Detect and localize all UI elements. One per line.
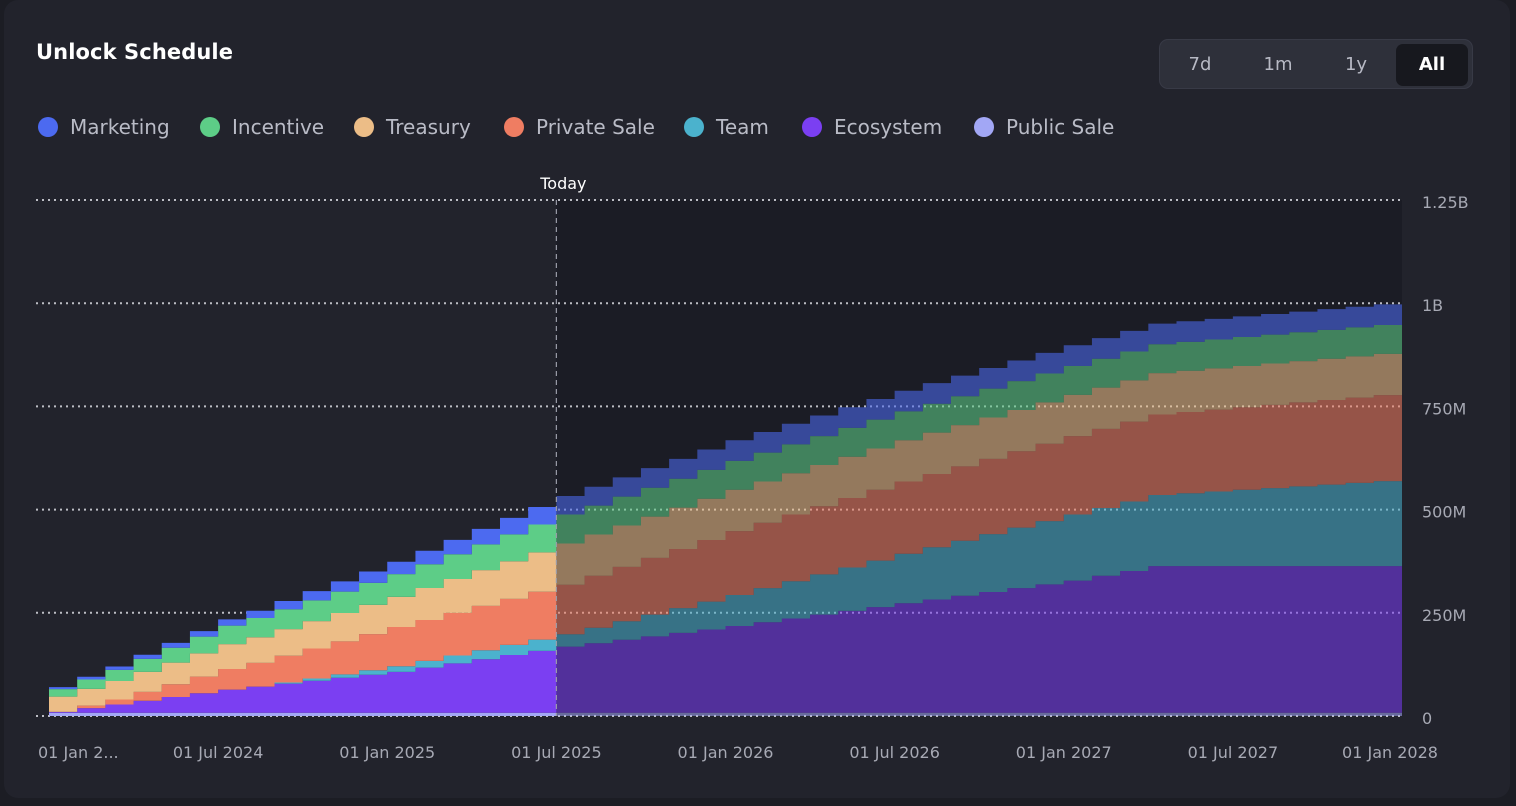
range-1y-button[interactable]: 1y bbox=[1344, 54, 1368, 75]
x-tick-label: 01 Jul 2024 bbox=[173, 743, 264, 762]
legend-label: Private Sale bbox=[536, 115, 655, 139]
x-tick-label: 01 Jan 2027 bbox=[1016, 743, 1112, 762]
series-area-treasury-past bbox=[49, 552, 557, 712]
x-tick-label: 01 Jan 2025 bbox=[339, 743, 435, 762]
legend-dot-icon bbox=[38, 117, 58, 137]
legend-label: Team bbox=[716, 115, 769, 139]
x-tick-label: 01 Jan 2028 bbox=[1342, 743, 1438, 762]
legend-item-private-sale[interactable]: Private Sale bbox=[504, 112, 655, 142]
y-tick-label: 500M bbox=[1422, 503, 1466, 522]
series-area-public-sale-future bbox=[556, 712, 1402, 716]
legend-item-public-sale[interactable]: Public Sale bbox=[974, 112, 1114, 142]
legend-dot-icon bbox=[684, 117, 704, 137]
legend-label: Marketing bbox=[70, 115, 170, 139]
x-tick-label: 01 Jan 2026 bbox=[678, 743, 774, 762]
x-tick-label: 01 Jul 2025 bbox=[511, 743, 602, 762]
chart-title: Unlock Schedule bbox=[36, 40, 234, 64]
legend-item-incentive[interactable]: Incentive bbox=[200, 112, 324, 142]
series-area-ecosystem-future bbox=[556, 566, 1402, 713]
y-tick-label: 1.25B bbox=[1422, 193, 1469, 212]
series-area-private-sale-future bbox=[556, 395, 1402, 635]
legend-dot-icon bbox=[802, 117, 822, 137]
legend-label: Ecosystem bbox=[834, 115, 943, 139]
legend-dot-icon bbox=[504, 117, 524, 137]
range-all-button[interactable]: All bbox=[1396, 44, 1468, 86]
range-selector: 7d 1m 1y All bbox=[1159, 39, 1473, 89]
x-tick-label: 01 Jan 2... bbox=[38, 743, 119, 762]
series-area-team-past bbox=[49, 639, 557, 712]
y-tick-label: 750M bbox=[1422, 399, 1466, 418]
series-area-incentive-past bbox=[49, 524, 557, 697]
range-7d-button[interactable]: 7d bbox=[1188, 54, 1212, 75]
today-label: Today bbox=[539, 174, 586, 193]
legend-label: Public Sale bbox=[1006, 115, 1115, 139]
y-tick-label: 1B bbox=[1422, 296, 1443, 315]
legend-dot-icon bbox=[354, 117, 374, 137]
legend-dot-icon bbox=[974, 117, 994, 137]
legend-item-marketing[interactable]: Marketing bbox=[38, 112, 170, 142]
series-area-marketing-past bbox=[49, 506, 557, 690]
series-area-treasury-future bbox=[556, 353, 1402, 585]
legend-label: Incentive bbox=[232, 115, 325, 139]
y-tick-label: 0 bbox=[1422, 709, 1432, 728]
series-area-marketing-future bbox=[556, 304, 1402, 515]
series-area-public-sale-past bbox=[49, 712, 557, 716]
series-area-incentive-future bbox=[556, 325, 1402, 544]
x-tick-label: 01 Jul 2026 bbox=[849, 743, 940, 762]
legend-dot-icon bbox=[200, 117, 220, 137]
series-area-team-future bbox=[556, 481, 1402, 647]
y-tick-label: 250M bbox=[1422, 606, 1466, 625]
range-1m-button[interactable]: 1m bbox=[1263, 54, 1293, 75]
legend-label: Treasury bbox=[386, 115, 471, 139]
legend-item-team[interactable]: Team bbox=[684, 112, 769, 142]
legend-item-ecosystem[interactable]: Ecosystem bbox=[802, 112, 942, 142]
x-tick-label: 01 Jul 2027 bbox=[1188, 743, 1279, 762]
legend-item-treasury[interactable]: Treasury bbox=[354, 112, 471, 142]
